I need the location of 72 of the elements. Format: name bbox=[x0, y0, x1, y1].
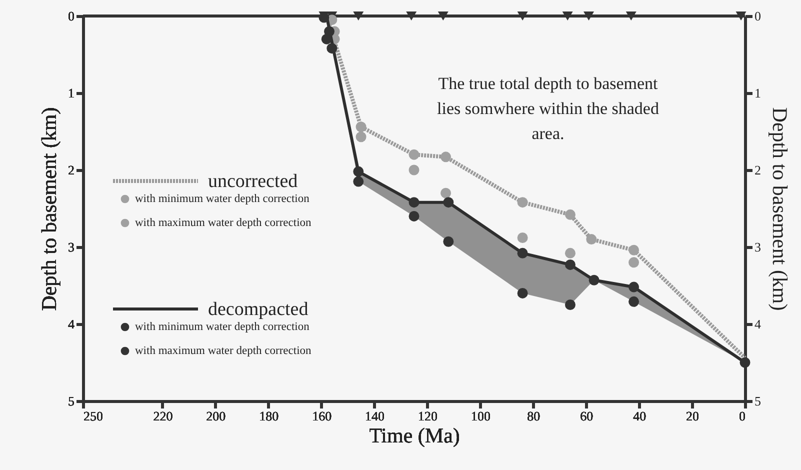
annotation: The true total depth to basement lies somwhere within the shaded area. bbox=[437, 74, 660, 143]
point bbox=[408, 149, 420, 160]
point bbox=[628, 244, 640, 256]
point bbox=[564, 248, 576, 258]
point bbox=[517, 197, 528, 208]
x-tick-label: 160 bbox=[312, 408, 332, 424]
y2-tick-label: 1 bbox=[754, 86, 761, 100]
point bbox=[517, 248, 528, 258]
point bbox=[584, 11, 594, 21]
point bbox=[406, 11, 417, 21]
x-tick-label: 100 bbox=[470, 408, 490, 424]
x-tick-label: 40 bbox=[633, 408, 646, 424]
y2-tick-label: 4 bbox=[754, 316, 762, 332]
point bbox=[517, 288, 528, 298]
point bbox=[736, 11, 746, 21]
y2-tick-label: 5 bbox=[754, 394, 761, 408]
point bbox=[564, 300, 576, 310]
y-axis-title: Depth to basement (km) bbox=[37, 107, 61, 311]
point bbox=[586, 234, 597, 245]
point bbox=[628, 257, 640, 268]
point bbox=[356, 122, 366, 132]
point bbox=[408, 210, 420, 222]
x-tick-label: 120 bbox=[418, 408, 438, 424]
legend-label: with minimum water depth correction bbox=[135, 193, 310, 205]
x-tick-label: 60 bbox=[580, 408, 594, 424]
point bbox=[353, 166, 364, 177]
point bbox=[628, 296, 640, 307]
y2-tick-label: 3 bbox=[754, 240, 761, 254]
point bbox=[626, 11, 636, 21]
x-tick-label: 140 bbox=[365, 408, 385, 424]
point bbox=[408, 164, 420, 176]
point bbox=[408, 197, 420, 208]
point bbox=[443, 197, 454, 208]
y-tick-label: 0 bbox=[68, 8, 74, 24]
y-tick-label: 4 bbox=[68, 316, 75, 332]
y2-tick-label: 2 bbox=[754, 162, 761, 178]
legend-label: uncorrected bbox=[208, 171, 298, 192]
legend-label: decompacted bbox=[208, 299, 309, 320]
x-tick-label: 220 bbox=[153, 408, 173, 424]
y-tick-label: 5 bbox=[68, 394, 74, 408]
point bbox=[440, 152, 452, 162]
point bbox=[326, 43, 338, 54]
point bbox=[517, 232, 528, 243]
point bbox=[588, 274, 600, 286]
x-tick-label: 80 bbox=[527, 408, 540, 424]
x-tick-label: 0 bbox=[739, 408, 746, 424]
point bbox=[564, 259, 576, 270]
point bbox=[438, 11, 448, 21]
x-tick-label: 20 bbox=[686, 408, 700, 424]
x-tick-label: 200 bbox=[206, 408, 226, 424]
x-tick-label: 180 bbox=[259, 408, 279, 424]
x-axis-title: Time (Ma) bbox=[369, 424, 460, 448]
point bbox=[628, 282, 640, 292]
x-tick-label: 250 bbox=[84, 408, 103, 424]
point bbox=[353, 176, 364, 187]
legend-label: with minimum water depth correction bbox=[135, 321, 310, 333]
point bbox=[564, 209, 576, 220]
point bbox=[353, 11, 364, 21]
point bbox=[562, 11, 573, 21]
point bbox=[740, 357, 750, 368]
y-tick-label: 2 bbox=[68, 162, 74, 178]
y2-axis-title: Depth to basement (km) bbox=[768, 107, 792, 311]
legend-label: with maximum water depth correction bbox=[135, 345, 312, 357]
y-tick-label: 3 bbox=[68, 240, 74, 254]
point bbox=[517, 11, 528, 21]
point bbox=[443, 236, 454, 247]
y-tick-label: 1 bbox=[68, 86, 74, 100]
point bbox=[321, 34, 332, 44]
point bbox=[440, 188, 452, 198]
y2-tick-label: 0 bbox=[754, 8, 761, 24]
legend-label: with maximum water depth correction bbox=[135, 217, 312, 229]
point bbox=[356, 132, 366, 142]
